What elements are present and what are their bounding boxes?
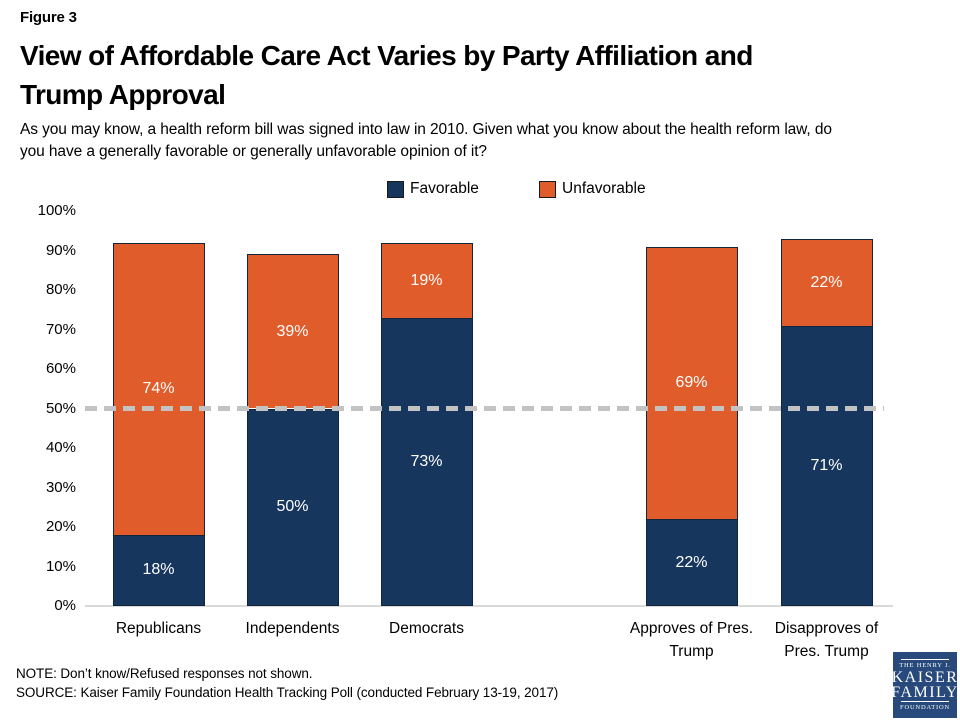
kaiser-family-foundation-logo: THE HENRY J. KAISER FAMILY FOUNDATION	[891, 652, 959, 718]
fifty-percent-reference-line	[85, 406, 884, 411]
legend-swatch-favorable-icon	[387, 180, 404, 198]
x-axis-label-approves-of-pres-trump: Approves of Pres. Trump	[629, 620, 754, 660]
legend-label-unfavorable: Unfavorable	[562, 180, 646, 197]
y-axis-tick-60: 60%	[45, 360, 76, 377]
chart-source: SOURCE: Kaiser Family Foundation Health …	[16, 685, 559, 700]
page-title-line-2: Trump Approval	[20, 79, 226, 110]
bar-segment-unfavorable-democrats: 19%	[380, 242, 473, 318]
bar-segment-favorable-republicans: 18%	[112, 534, 205, 606]
logo-line-henry: THE HENRY J.	[899, 662, 951, 669]
page-title: View of Affordable Care Act Varies by Pa…	[20, 36, 940, 114]
y-axis-tick-40: 40%	[45, 439, 76, 456]
y-axis-tick-90: 90%	[45, 241, 76, 259]
bar-segment-favorable-democrats: 73%	[380, 317, 473, 606]
y-axis-tick-80: 80%	[45, 281, 76, 298]
legend-item-unfavorable: Unfavorable	[539, 180, 646, 198]
y-axis-tick-10: 10%	[45, 557, 76, 575]
bar-segment-unfavorable-approves-of-pres-trump: 69%	[645, 246, 738, 520]
legend-swatch-unfavorable-icon	[539, 180, 556, 198]
bar-segment-unfavorable-disapproves-of-pres-trump: 22%	[780, 238, 873, 326]
x-axis-label-republicans: Republicans	[115, 620, 202, 637]
logo-rule-bottom	[901, 701, 949, 702]
chart-note: NOTE: Don’t know/Refused responses not s…	[16, 666, 313, 681]
survey-question-text: As you may know, a health reform bill wa…	[20, 119, 950, 163]
survey-question-line-2: you have a generally favorable or genera…	[20, 143, 487, 160]
legend-label-favorable: Favorable	[410, 180, 479, 197]
logo-line-kaiser: KAISER	[891, 669, 959, 686]
legend-item-favorable: Favorable	[387, 180, 479, 198]
y-axis-tick-100: 100%	[37, 202, 76, 219]
logo-line-foundation: FOUNDATION	[900, 704, 950, 711]
bar-segment-favorable-approves-of-pres-trump: 22%	[645, 519, 738, 606]
x-axis-line	[85, 605, 893, 607]
x-axis-label-independents: Independents	[245, 620, 340, 637]
survey-question-line-1: As you may know, a health reform bill wa…	[20, 121, 832, 138]
x-axis-label-democrats: Democrats	[389, 620, 464, 637]
bar-segment-unfavorable-republicans: 74%	[112, 242, 205, 535]
x-axis-label-disapproves-of-pres-trump: Disapproves of Pres. Trump	[774, 620, 879, 660]
logo-rule-top	[901, 659, 949, 660]
page-title-line-1: View of Affordable Care Act Varies by Pa…	[20, 40, 753, 71]
bar-segment-favorable-independents: 50%	[246, 408, 339, 606]
bar-segment-favorable-disapproves-of-pres-trump: 71%	[780, 325, 873, 606]
y-axis-tick-0: 0%	[54, 597, 76, 614]
y-axis-tick-20: 20%	[45, 518, 76, 535]
bar-segment-unfavorable-independents: 39%	[246, 254, 339, 409]
y-axis-tick-30: 30%	[45, 478, 76, 496]
y-axis-tick-50: 50%	[45, 399, 76, 417]
logo-line-family: FAMILY	[891, 684, 959, 701]
y-axis-tick-70: 70%	[45, 320, 76, 338]
figure-label: Figure 3	[20, 9, 77, 26]
